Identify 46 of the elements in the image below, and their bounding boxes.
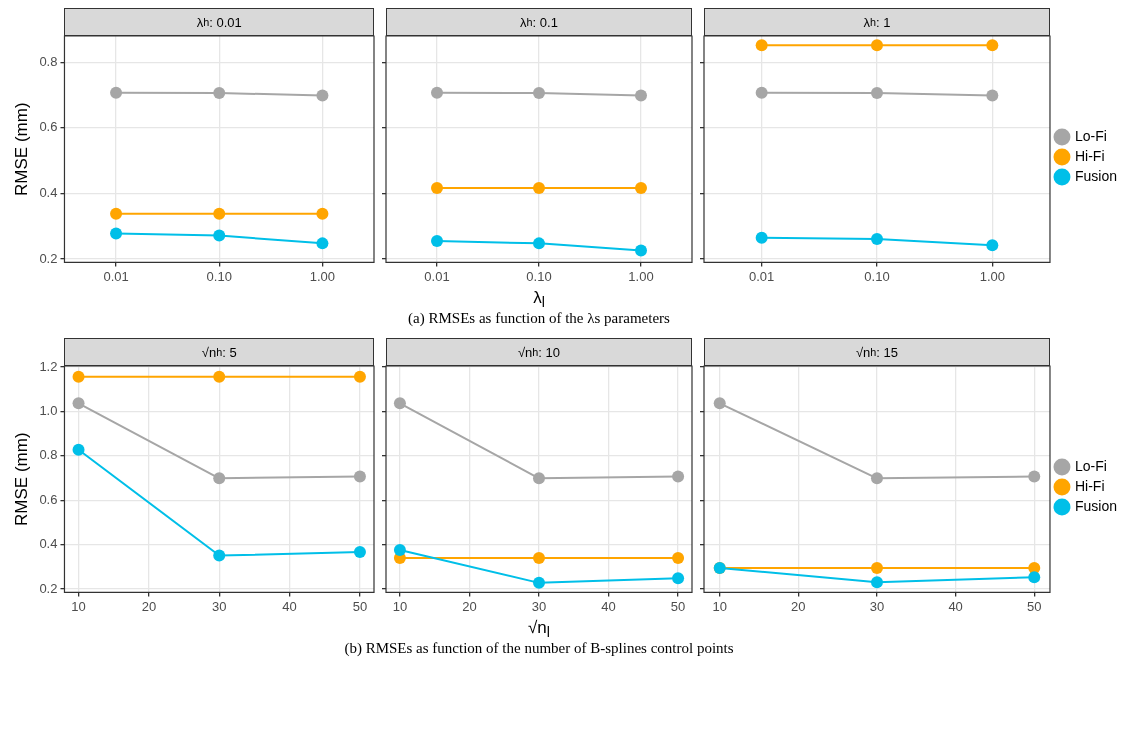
text: (a) RMSEs as function of the λs parameters — [408, 310, 670, 328]
x-tick-label: 20 — [462, 598, 477, 614]
y-axis-title: RMSE (mm) — [11, 432, 31, 526]
y-tick-label: 1.0 — [39, 403, 58, 419]
x-tick-label: 1.00 — [979, 268, 1005, 284]
text: (b) RMSEs as function of the number of B-splines control points — [344, 640, 734, 658]
x-tick-label: 40 — [282, 598, 297, 614]
legend-label: Hi-Fi — [1074, 147, 1105, 164]
x-tick-label: 50 — [670, 598, 686, 614]
x-tick-label: 40 — [601, 598, 616, 614]
x-axis-title: √n$_{l}$ — [527, 618, 551, 641]
x-tick-label: 10 — [712, 598, 727, 614]
x-tick-label: 0.01 — [103, 268, 129, 284]
x-tick-label: 20 — [791, 598, 806, 614]
legend-label: Lo-Fi — [1074, 457, 1107, 474]
x-tick-label: 20 — [141, 598, 157, 614]
x-tick-label: 0.10 — [864, 268, 890, 284]
x-tick-label: 1.00 — [309, 268, 336, 284]
x-tick-label: 40 — [948, 598, 963, 614]
y-tick-label: 0.4 — [39, 536, 58, 552]
x-tick-label: 50 — [1027, 598, 1042, 614]
x-tick-label: 0.10 — [206, 268, 232, 284]
legend-label: Lo-Fi — [1074, 127, 1107, 144]
x-tick-label: 0.01 — [749, 268, 775, 284]
x-tick-label: 0.10 — [526, 268, 552, 284]
x-tick-label: 1.00 — [628, 268, 654, 284]
y-axis-title: RMSE (mm) — [11, 102, 31, 196]
legend-label: Fusion — [1074, 167, 1118, 184]
x-tick-label: 30 — [531, 598, 547, 614]
y-tick-label: 0.6 — [39, 119, 58, 135]
y-tick-label: 0.2 — [39, 250, 58, 266]
x-tick-label: 30 — [212, 598, 227, 614]
x-axis-title: λ$_{l}$ — [532, 288, 546, 311]
y-tick-label: 0.2 — [39, 580, 58, 596]
y-tick-label: 0.6 — [39, 491, 58, 507]
x-tick-label: 0.01 — [424, 268, 450, 284]
y-tick-label: 0.8 — [39, 447, 58, 463]
x-tick-label: 30 — [869, 598, 885, 614]
y-tick-label: 0.8 — [39, 53, 58, 69]
legend-label: Fusion — [1074, 497, 1118, 514]
x-tick-label: 50 — [352, 598, 368, 614]
x-tick-label: 10 — [71, 598, 86, 614]
y-tick-label: 0.4 — [39, 185, 58, 201]
x-tick-label: 10 — [392, 598, 408, 614]
legend-label: Hi-Fi — [1074, 477, 1105, 494]
y-tick-label: 1.2 — [39, 358, 58, 374]
